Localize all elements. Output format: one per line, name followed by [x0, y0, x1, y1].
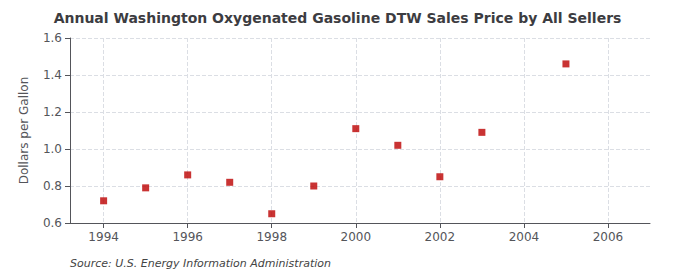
svg-text:1.0: 1.0	[43, 142, 62, 156]
svg-text:0.6: 0.6	[43, 216, 62, 230]
svg-text:2006: 2006	[593, 230, 624, 244]
svg-text:1.6: 1.6	[43, 31, 62, 45]
svg-text:2002: 2002	[425, 230, 456, 244]
svg-text:1.4: 1.4	[43, 68, 62, 82]
svg-text:1996: 1996	[172, 230, 203, 244]
svg-text:0.8: 0.8	[43, 179, 62, 193]
svg-text:2000: 2000	[341, 230, 372, 244]
svg-text:1994: 1994	[88, 230, 119, 244]
svg-text:Source: U.S. Energy Informatio: Source: U.S. Energy Information Administ…	[70, 257, 331, 270]
svg-text:1998: 1998	[256, 230, 287, 244]
svg-text:Dollars per Gallon: Dollars per Gallon	[17, 77, 31, 185]
svg-text:1.2: 1.2	[43, 105, 62, 119]
svg-text:2004: 2004	[509, 230, 540, 244]
svg-text:Annual Washington Oxygenated G: Annual Washington Oxygenated Gasoline DT…	[54, 10, 622, 26]
